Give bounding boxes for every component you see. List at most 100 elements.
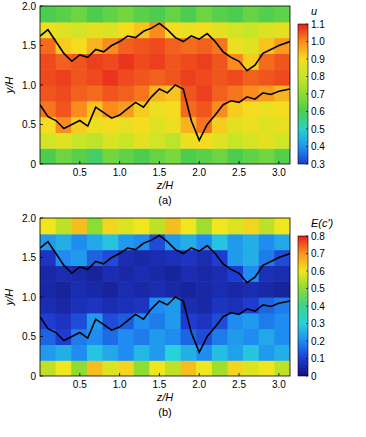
cell	[134, 148, 150, 164]
plot-area	[40, 218, 290, 376]
cell	[181, 329, 197, 345]
cell	[228, 250, 244, 266]
colorbar-tick	[306, 146, 308, 147]
colorbar-tick	[306, 271, 308, 272]
cell	[87, 22, 103, 38]
cell	[118, 265, 134, 281]
x-tick	[239, 373, 240, 376]
cell	[40, 148, 56, 164]
cell	[274, 313, 290, 329]
y-tick-label: 1.0	[22, 80, 36, 91]
cell	[274, 265, 290, 281]
contour	[40, 23, 290, 70]
x-tick-label: 2.5	[232, 379, 246, 390]
cell	[274, 344, 290, 360]
cell	[118, 281, 134, 297]
cell	[87, 132, 103, 148]
x-axis-title: z/H	[156, 391, 174, 403]
x-tick	[278, 161, 279, 164]
cell	[243, 38, 259, 54]
cell	[259, 344, 275, 360]
cell	[56, 148, 72, 164]
cell	[181, 117, 197, 133]
colorbar-tick-label: 0	[311, 371, 317, 382]
cell	[71, 297, 87, 313]
cell	[40, 38, 56, 54]
cell	[228, 132, 244, 148]
cell	[165, 313, 181, 329]
cell	[87, 218, 103, 234]
cell	[56, 22, 72, 38]
cell	[228, 85, 244, 101]
cell	[134, 329, 150, 345]
cell	[149, 329, 165, 345]
panel-label: (a)	[158, 194, 171, 206]
x-tick	[159, 373, 160, 376]
cell	[181, 53, 197, 69]
cell	[40, 250, 56, 266]
cell	[181, 38, 197, 54]
cell	[259, 132, 275, 148]
cell	[134, 344, 150, 360]
cell	[118, 6, 134, 22]
cell	[196, 360, 212, 376]
cell	[56, 313, 72, 329]
cell	[259, 360, 275, 376]
x-tick-label: 0.5	[73, 167, 87, 178]
cell	[149, 53, 165, 69]
cell	[212, 132, 228, 148]
cell	[165, 6, 181, 22]
cell	[274, 132, 290, 148]
y-tick-label: 1.5	[22, 252, 36, 263]
colorbar-tick	[306, 306, 308, 307]
x-tick	[159, 161, 160, 164]
cell	[149, 250, 165, 266]
cell	[71, 344, 87, 360]
colorbar	[298, 24, 308, 164]
cell	[103, 297, 119, 313]
cell	[87, 234, 103, 250]
cell	[134, 69, 150, 85]
cell	[134, 53, 150, 69]
y-tick	[40, 297, 43, 298]
cell	[71, 38, 87, 54]
cell	[212, 22, 228, 38]
y-tick-label: 0.5	[22, 331, 36, 342]
cell	[134, 117, 150, 133]
cell	[87, 148, 103, 164]
colorbar-title: E(c')	[311, 217, 334, 229]
cell	[212, 53, 228, 69]
colorbar-tick-label: 0.4	[311, 141, 325, 152]
colorbar-tick	[306, 341, 308, 342]
cell	[71, 85, 87, 101]
cell	[71, 250, 87, 266]
cell	[243, 344, 259, 360]
cell	[196, 53, 212, 69]
cell	[259, 101, 275, 117]
x-tick-label: 1.5	[152, 167, 166, 178]
cell	[181, 360, 197, 376]
cell	[228, 297, 244, 313]
cell	[118, 234, 134, 250]
cell	[212, 234, 228, 250]
cell	[212, 117, 228, 133]
cell	[228, 360, 244, 376]
cell	[212, 265, 228, 281]
colorbar-tick-label: 0.5	[311, 124, 325, 135]
colorbar-tick	[306, 236, 308, 237]
cell	[87, 117, 103, 133]
cell	[149, 6, 165, 22]
cell	[165, 148, 181, 164]
x-tick	[199, 373, 200, 376]
cell	[274, 101, 290, 117]
x-tick	[278, 373, 279, 376]
y-tick	[40, 257, 43, 258]
cell	[181, 250, 197, 266]
contour	[40, 235, 290, 282]
cell	[181, 297, 197, 313]
cell	[259, 218, 275, 234]
panel: 0.51.01.52.02.53.000.51.01.52.0z/Hy/H(b)…	[3, 213, 334, 419]
x-tick-label: 1.0	[113, 167, 127, 178]
panel: 0.51.01.52.02.53.000.51.01.52.0z/Hy/H(a)…	[3, 1, 325, 207]
cell	[181, 22, 197, 38]
